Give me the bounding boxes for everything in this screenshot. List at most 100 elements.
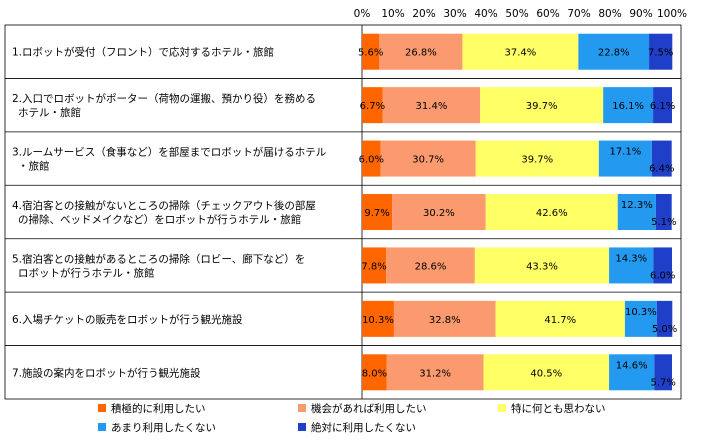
data-label: 7.5%: [648, 48, 673, 59]
data-label: 5.7%: [650, 377, 675, 388]
row-label-line: 4.宿泊客との接触がないところの掃除（チェックアウト後の部屋: [12, 199, 316, 212]
bar-segment: [578, 33, 650, 70]
data-label: 5.6%: [358, 48, 383, 59]
data-label: 5.1%: [651, 217, 676, 228]
data-label: 31.2%: [419, 368, 451, 379]
bar-segment: [362, 140, 381, 177]
bar-segment: [649, 33, 673, 70]
bar-segment: [485, 194, 618, 230]
data-label: 9.7%: [364, 208, 389, 219]
bar-segment: [653, 247, 672, 284]
bar-segment: [382, 87, 481, 124]
bar-segment: [653, 87, 672, 124]
bar-segment: [656, 300, 673, 337]
data-label: 41.7%: [544, 315, 576, 326]
data-label: 7.8%: [361, 261, 386, 272]
bar-segment: [462, 33, 579, 70]
row-label-line: 7.施設の案内をロボットが行う観光施設: [12, 366, 201, 379]
row-label-line: 3.ルームサービス（食事など）を部屋までロボットが届けるホテル: [12, 146, 326, 159]
x-tick-label: 100%: [657, 8, 687, 20]
x-tick-label: 0%: [354, 8, 371, 20]
bar-segment: [617, 194, 656, 230]
data-label: 14.6%: [616, 360, 648, 371]
row-label-line: 1.ロボットが受付（フロント）で応対するホテル・旅館: [12, 46, 274, 59]
row-label-line: 2.入口でロボットがポーター（荷物の運搬、預かり役）を務める: [12, 92, 316, 105]
data-label: 10.3%: [362, 315, 394, 326]
data-label: 6.1%: [650, 101, 675, 112]
legend-swatch: [498, 404, 506, 412]
data-label: 39.7%: [526, 101, 558, 112]
data-label: 30.2%: [423, 208, 455, 219]
bar-segment: [655, 194, 672, 230]
bar-segment: [598, 140, 652, 177]
bar-segment: [474, 247, 610, 284]
bar-segment: [386, 354, 484, 391]
legend-label: 絶対に利用したくない: [311, 421, 416, 434]
legend-swatch: [98, 404, 106, 412]
x-tick-label: 50%: [505, 8, 528, 20]
legend-label: 特に何とも思わない: [511, 402, 606, 415]
bar-segment: [654, 354, 672, 391]
bar-segment: [362, 87, 383, 124]
bar-segment: [362, 354, 387, 391]
legend-label: 機会があれば利用したい: [311, 402, 427, 415]
data-label: 28.6%: [415, 261, 447, 272]
data-label: 40.5%: [530, 368, 562, 379]
row-label: 2.入口でロボットがポーター（荷物の運搬、預かり役）を務めるホテル・旅館: [12, 92, 316, 119]
data-label: 22.8%: [598, 48, 630, 59]
x-axis-ticks: 0% 10% 20% 30% 40% 50% 60% 70% 80% 90% 100%: [354, 8, 687, 20]
data-label: 10.3%: [625, 307, 657, 318]
bar-segment: [380, 140, 476, 177]
legend-label: あまり利用したくない: [111, 422, 216, 434]
bar-segment: [651, 140, 672, 177]
row-label: 3.ルームサービス（食事など）を部屋までロボットが届けるホテル・旅館: [12, 146, 326, 173]
x-tick-label: 20%: [412, 8, 435, 20]
data-label: 6.0%: [650, 270, 675, 281]
bar-segment: [609, 247, 654, 284]
data-label: 37.4%: [505, 48, 537, 59]
row-label: 5.宿泊客との接触があるところの掃除（ロビー、廊下など）をロボットが行うホテル・…: [12, 252, 305, 279]
bar-segment: [609, 354, 655, 391]
row-label: 7.施設の案内をロボットが行う観光施設: [12, 366, 201, 379]
x-tick-label: 30%: [443, 8, 466, 20]
data-label: 12.3%: [621, 200, 653, 211]
row-label-line: ロボットが行うホテル・旅館: [18, 266, 155, 279]
bar-segment: [480, 87, 604, 124]
data-label: 16.1%: [612, 101, 644, 112]
data-label: 6.4%: [649, 164, 674, 175]
bar-segment: [379, 33, 463, 70]
row-label-line: ホテル・旅館: [18, 106, 81, 119]
legend-label: 積極的に利用したい: [111, 402, 206, 415]
data-label: 6.0%: [359, 155, 384, 166]
bar-segment: [386, 247, 475, 284]
data-label: 31.4%: [416, 101, 448, 112]
x-tick-label: 60%: [536, 8, 559, 20]
data-label: 39.7%: [521, 155, 553, 166]
row-label: 6.入場チケットの販売をロボットが行う観光施設: [12, 313, 243, 326]
x-tick-label: 70%: [567, 8, 590, 20]
data-label: 17.1%: [609, 147, 641, 158]
data-label: 14.3%: [615, 253, 647, 264]
row-label: 4.宿泊客との接触がないところの掃除（チェックアウト後の部屋の掃除、ベッドメイク…: [12, 199, 316, 226]
row-label-line: ・旅館: [18, 160, 50, 173]
x-tick-label: 90%: [629, 8, 652, 20]
x-tick-label: 10%: [381, 8, 404, 20]
data-label: 26.8%: [405, 48, 437, 59]
bar-segment: [362, 33, 380, 70]
data-label: 42.6%: [536, 208, 568, 219]
bar-segment: [362, 194, 393, 230]
data-label: 6.7%: [360, 101, 385, 112]
data-label: 5.0%: [652, 324, 677, 335]
bar-segment: [393, 300, 496, 337]
legend-swatch: [298, 404, 306, 412]
row-label-line: 6.入場チケットの販売をロボットが行う観光施設: [12, 313, 243, 326]
bars: 5.6% 26.8% 37.4% 22.8% 7.5% 6.7% 31.4% 39.7% 16.…: [358, 33, 677, 391]
data-label: 43.3%: [526, 261, 558, 272]
row-label-line: の掃除、ベッドメイクなど）をロボットが行うホテル・旅館: [18, 213, 301, 226]
legend-swatch: [298, 423, 306, 431]
x-tick-label: 40%: [474, 8, 497, 20]
data-label: 30.7%: [412, 155, 444, 166]
bar-segment: [392, 194, 486, 230]
